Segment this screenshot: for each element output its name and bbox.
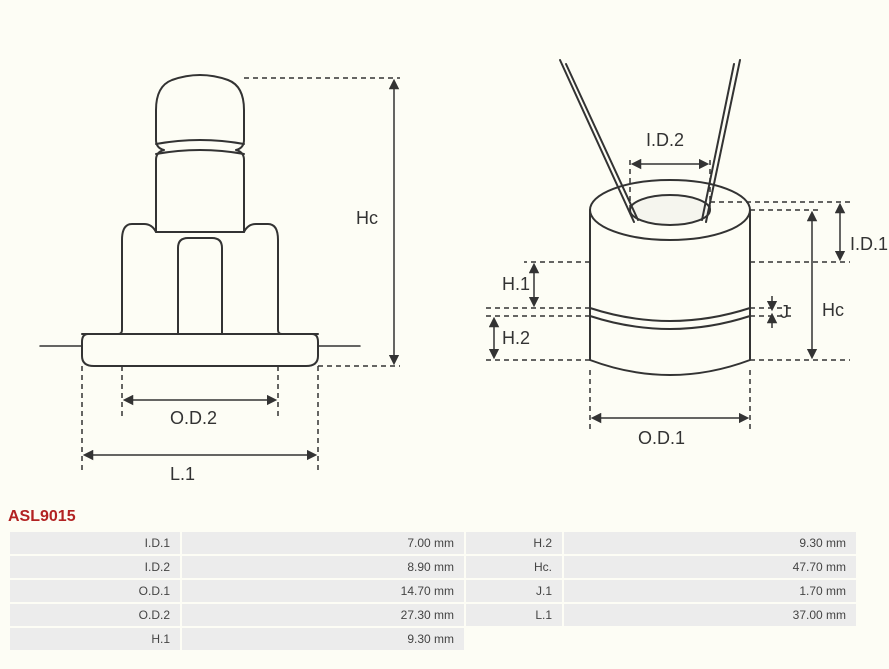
dim-key: O.D.1 bbox=[10, 580, 180, 602]
label-od1: O.D.1 bbox=[638, 428, 685, 448]
label-l1: L.1 bbox=[170, 464, 195, 484]
dim-key: I.D.1 bbox=[10, 532, 180, 554]
dim-value: 8.90 mm bbox=[182, 556, 464, 578]
dim-key: H.2 bbox=[466, 532, 562, 554]
table-row: H.19.30 mm bbox=[10, 628, 856, 650]
table-row: I.D.17.00 mmH.29.30 mm bbox=[10, 532, 856, 554]
dim-key: J.1 bbox=[466, 580, 562, 602]
dim-value: 27.30 mm bbox=[182, 604, 464, 626]
label-j: J bbox=[780, 302, 789, 322]
dim-value: 7.00 mm bbox=[182, 532, 464, 554]
table-row: O.D.114.70 mmJ.11.70 mm bbox=[10, 580, 856, 602]
dim-value: 9.30 mm bbox=[182, 628, 464, 650]
label-h1: H.1 bbox=[502, 274, 530, 294]
label-id2: I.D.2 bbox=[646, 130, 684, 150]
table-row: I.D.28.90 mmHc.47.70 mm bbox=[10, 556, 856, 578]
dim-key bbox=[466, 628, 562, 650]
dim-value: 9.30 mm bbox=[564, 532, 856, 554]
figure-stage: Hc O.D.2 L.1 bbox=[0, 0, 889, 669]
label-hc-right: Hc bbox=[822, 300, 844, 320]
dim-value bbox=[564, 628, 856, 650]
dim-key: H.1 bbox=[10, 628, 180, 650]
table-row: O.D.227.30 mmL.137.00 mm bbox=[10, 604, 856, 626]
dim-key: I.D.2 bbox=[10, 556, 180, 578]
left-view-diagram: Hc O.D.2 L.1 bbox=[0, 10, 420, 510]
right-view-diagram: I.D.2 I.D.1 Hc J H.1 H.2 O.D.1 bbox=[420, 10, 889, 510]
dim-value: 1.70 mm bbox=[564, 580, 856, 602]
label-h2: H.2 bbox=[502, 328, 530, 348]
part-number: ASL9015 bbox=[8, 508, 76, 526]
dim-value: 14.70 mm bbox=[182, 580, 464, 602]
dim-key: Hc. bbox=[466, 556, 562, 578]
dim-value: 37.00 mm bbox=[564, 604, 856, 626]
dimensions-table: I.D.17.00 mmH.29.30 mmI.D.28.90 mmHc.47.… bbox=[8, 530, 858, 652]
label-id1: I.D.1 bbox=[850, 234, 888, 254]
dim-value: 47.70 mm bbox=[564, 556, 856, 578]
label-od2: O.D.2 bbox=[170, 408, 217, 428]
dim-key: O.D.2 bbox=[10, 604, 180, 626]
label-hc-left: Hc bbox=[356, 208, 378, 228]
dim-key: L.1 bbox=[466, 604, 562, 626]
